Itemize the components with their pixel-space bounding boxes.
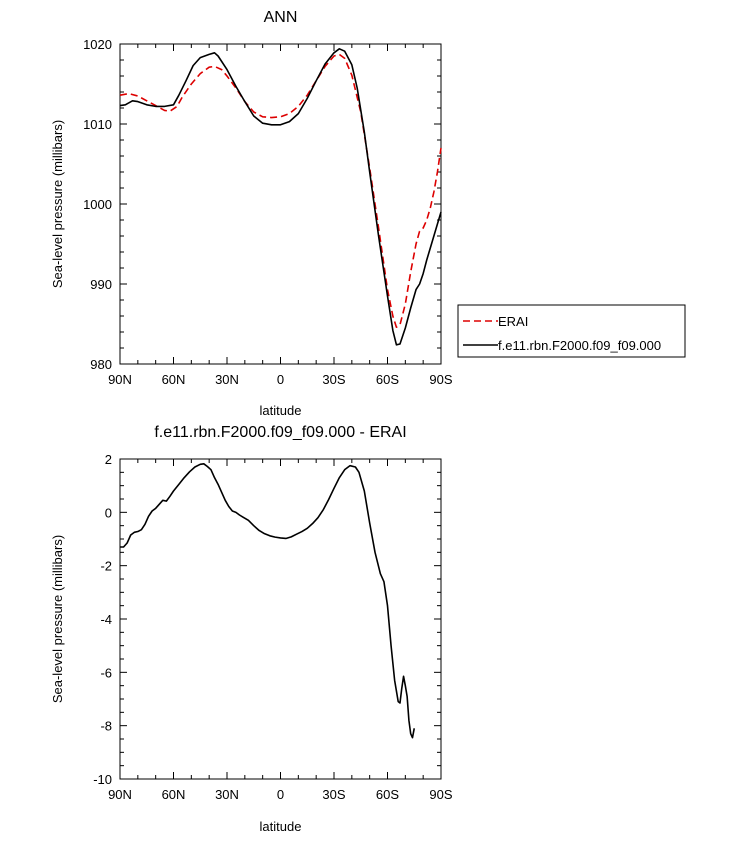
y-tick-label: 980 [90,357,112,372]
y-tick-label: -8 [100,719,112,734]
x-tick-label: 0 [277,372,284,387]
y-tick-label: 990 [90,277,112,292]
panel-top: ANN 90N 60N 30N 0 30S 60S 90S 980 990 1000 1010 102… [50,9,453,418]
series-line-0 [120,463,416,739]
x-tick-label: 30N [215,787,239,802]
x-tick-label: 60S [376,372,399,387]
legend-box [457,304,686,358]
chart-title: ANN [264,9,298,26]
y-tick-label: 1020 [83,37,112,52]
y-tick-label: 0 [105,505,112,520]
y-axis-label: Sea-level pressure (millibars) [50,120,65,288]
x-tick-label: 60S [376,787,399,802]
y-tick-label: -6 [100,665,112,680]
x-tick-label: 90S [429,372,452,387]
x-tick-label: 90N [108,372,132,387]
y-tick-label: 2 [105,452,112,467]
y-axis-label: Sea-level pressure (millibars) [50,535,65,703]
panel-bottom: f.e11.rbn.F2000.f09_f09.000 - ERAI 90N 60… [50,424,453,834]
y-tick-label: -4 [100,612,112,627]
series-line-1 [119,48,442,346]
x-tick-label: 30S [322,372,345,387]
legend-label-model: f.e11.rbn.F2000.f09_f09.000 [498,338,661,353]
x-tick-label: 90S [429,787,452,802]
y-tick-label: 1010 [83,117,112,132]
legend-label-erai: ERAI [498,314,528,329]
x-tick-label: 60N [162,372,186,387]
x-tick-label: 30N [215,372,239,387]
x-tick-label: 90N [108,787,132,802]
series-line-0 [119,53,442,328]
chart-title: f.e11.rbn.F2000.f09_f09.000 - ERAI [154,424,406,441]
x-tick-label: 30S [322,787,345,802]
plot-area-top: 90N 60N 30N 0 30S 60S 90S 980 990 1000 1010 1020 [83,37,453,387]
x-tick-label: 0 [277,787,284,802]
y-tick-label: 1000 [83,197,112,212]
x-tick-label: 60N [162,787,186,802]
plot-area-bottom: 90N 60N 30N 0 30S 60S 90S -10 -8 -6 -4 -2 0 2 [93,452,453,802]
plot-frame [119,458,442,780]
x-axis-label: latitude [260,819,302,834]
y-tick-label: -2 [100,559,112,574]
y-tick-label: -10 [93,772,112,787]
legend: ERAI f.e11.rbn.F2000.f09_f09.000 [457,304,686,358]
x-axis-label: latitude [260,403,302,418]
